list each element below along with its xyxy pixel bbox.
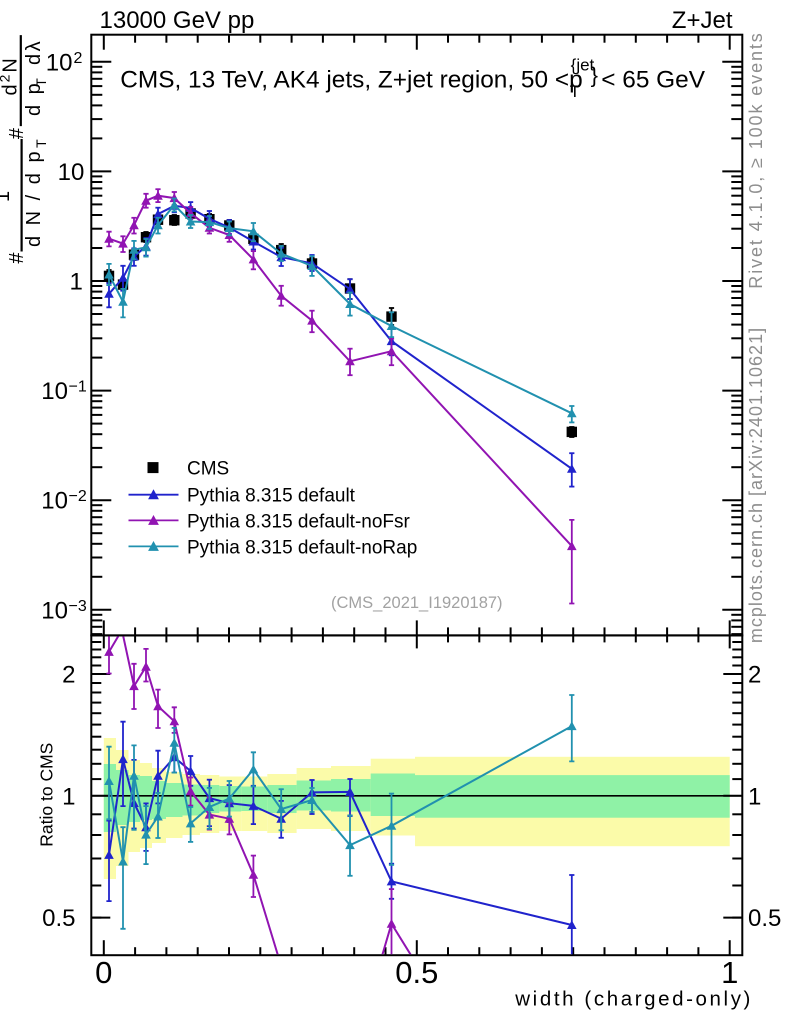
svg-text:#: # xyxy=(6,127,28,139)
svg-text:Z+Jet: Z+Jet xyxy=(672,7,733,34)
svg-text:1: 1 xyxy=(748,783,761,810)
svg-text:1: 1 xyxy=(69,269,82,296)
svg-text:0.5: 0.5 xyxy=(395,955,438,990)
svg-text:0: 0 xyxy=(95,955,112,990)
svg-text:2: 2 xyxy=(748,662,761,689)
svg-text:1: 1 xyxy=(62,783,75,810)
svg-text:(CMS_2021_I1920187): (CMS_2021_I1920187) xyxy=(331,594,503,612)
svg-text:mcplots.cern.ch [arXiv:2401.10: mcplots.cern.ch [arXiv:2401.10621] xyxy=(746,327,766,643)
svg-text:d2N: d2N xyxy=(0,56,22,95)
svg-text:Rivet 4.1.0, ≥ 100k events: Rivet 4.1.0, ≥ 100k events xyxy=(746,31,766,288)
svg-text:Ratio to CMS: Ratio to CMS xyxy=(37,743,57,847)
svg-text:2: 2 xyxy=(74,50,83,67)
svg-text:d N / d pT: d N / d pT xyxy=(23,137,49,247)
svg-text:13000 GeV pp: 13000 GeV pp xyxy=(100,7,255,34)
svg-text:10: 10 xyxy=(41,378,68,405)
svg-text:0.5: 0.5 xyxy=(42,905,75,932)
svg-text:Pythia 8.315 default-noRap: Pythia 8.315 default-noRap xyxy=(187,537,417,558)
svg-text:10: 10 xyxy=(41,488,68,515)
svg-text:−3: −3 xyxy=(69,598,87,615)
svg-text:Pythia 8.315 default: Pythia 8.315 default xyxy=(187,486,356,507)
svg-text:1: 1 xyxy=(721,955,738,990)
svg-text:10: 10 xyxy=(41,597,68,624)
svg-text:CMS: CMS xyxy=(187,459,229,480)
svg-text:10: 10 xyxy=(46,49,73,76)
svg-text:width (charged-only): width (charged-only) xyxy=(514,988,753,1011)
svg-text:1: 1 xyxy=(0,191,14,202)
svg-text:−2: −2 xyxy=(69,488,87,505)
svg-text:0.5: 0.5 xyxy=(748,905,781,932)
svg-text:−1: −1 xyxy=(69,379,87,396)
svg-text:10: 10 xyxy=(58,159,85,186)
svg-text:#: # xyxy=(6,252,28,264)
svg-text:2: 2 xyxy=(62,662,75,689)
svg-text:Pythia 8.315 default-noFsr: Pythia 8.315 default-noFsr xyxy=(187,511,411,532)
